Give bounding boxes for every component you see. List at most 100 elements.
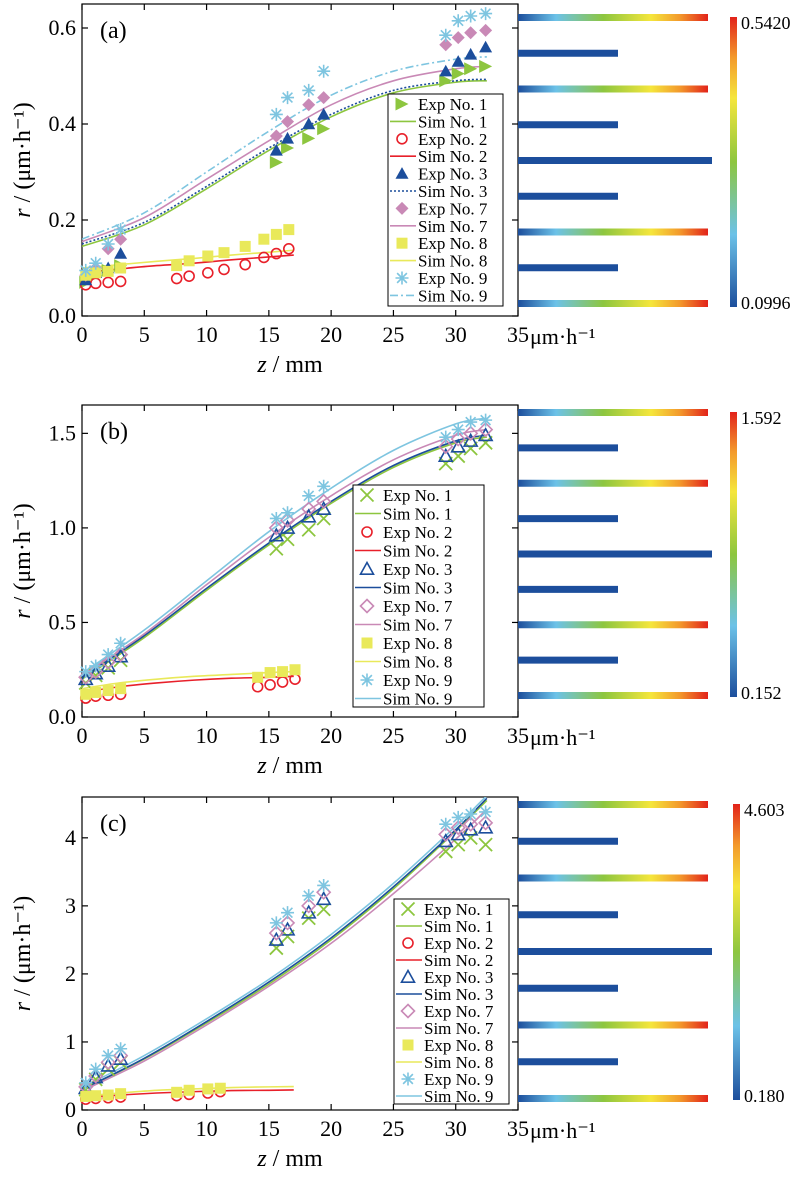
data-point <box>79 1076 93 1090</box>
x-tick-label: 25 <box>382 1116 404 1141</box>
legend-marker <box>359 560 375 576</box>
flow-bar <box>518 49 618 57</box>
data-point <box>451 14 465 28</box>
x-tick-label: 35 <box>507 322 529 347</box>
legend-label: Sim No. 2 <box>424 951 493 970</box>
x-tick-label: 35 <box>507 1116 529 1141</box>
legend-marker <box>400 968 416 984</box>
y-tick-label: 0.0 <box>49 303 77 328</box>
legend-marker <box>402 937 414 949</box>
data-point <box>183 270 195 282</box>
legend-marker <box>400 901 416 917</box>
data-point <box>281 115 295 129</box>
data-point <box>479 40 493 53</box>
data-point <box>463 816 479 832</box>
data-point <box>269 155 283 169</box>
data-point <box>269 916 283 930</box>
sim-line-sim-no-7 <box>82 808 488 1092</box>
legend-box <box>352 484 485 708</box>
data-point <box>439 74 453 88</box>
legend-label: Exp No. 7 <box>424 1002 494 1021</box>
x-tick-label: 15 <box>258 723 280 748</box>
data-point <box>183 1084 195 1096</box>
flow-bar <box>518 157 712 164</box>
flow-bar <box>518 479 708 487</box>
data-point <box>316 493 332 510</box>
legend-label: Sim No. 3 <box>383 579 452 598</box>
flow-bar <box>518 192 618 200</box>
data-point <box>478 435 493 450</box>
data-point <box>464 807 478 821</box>
data-point <box>102 276 114 289</box>
data-point <box>269 107 283 121</box>
data-point <box>90 267 102 279</box>
data-point <box>202 266 214 279</box>
legend-label: Sim No. 2 <box>418 147 487 166</box>
data-point <box>451 67 465 81</box>
legend-label: Exp No. 7 <box>418 199 488 218</box>
y-axis-label: r / (μm·h⁻¹) <box>10 102 36 217</box>
data-point <box>239 240 251 252</box>
x-tick-label: 5 <box>139 723 150 748</box>
y-tick-label: 0 <box>65 1097 76 1122</box>
flow-bar <box>518 656 618 664</box>
data-point <box>264 667 276 679</box>
data-point <box>277 666 289 678</box>
data-point <box>302 889 316 903</box>
data-point <box>438 826 454 843</box>
data-point <box>479 59 493 73</box>
flow-bar <box>518 264 618 272</box>
legend-marker <box>401 1072 415 1086</box>
y-tick-label: 2 <box>65 961 76 986</box>
data-point <box>102 685 114 697</box>
data-point <box>317 107 331 120</box>
data-point <box>451 55 465 67</box>
flow-bar <box>518 911 618 919</box>
legend-marker <box>400 1003 416 1019</box>
x-tick-label: 30 <box>445 1116 467 1141</box>
data-point <box>79 263 93 277</box>
data-point <box>300 508 317 523</box>
y-tick-label: 0.5 <box>49 609 77 634</box>
y-axis-label: r / (μm·h⁻¹) <box>10 896 36 1011</box>
x-tick-label: 30 <box>445 322 467 347</box>
x-tick-label: 15 <box>258 1116 280 1141</box>
data-point <box>281 506 295 520</box>
legend-label: Sim No. 1 <box>424 917 493 936</box>
flow-bar <box>518 1021 708 1029</box>
data-point <box>450 438 467 453</box>
chart-panel-1: 0 5 10 15 20 25 30 35 0.0 0.5 1.0 1.5 z / mm r / (μm·… <box>10 404 529 779</box>
flow-bar <box>518 1058 618 1066</box>
data-point <box>437 833 454 848</box>
legend-marker <box>361 526 373 538</box>
data-point <box>171 260 183 272</box>
flow-bar <box>518 984 618 992</box>
data-point <box>450 819 466 836</box>
data-point <box>114 636 128 650</box>
flow-bar <box>518 621 708 629</box>
data-point <box>464 47 478 60</box>
data-point <box>270 247 283 260</box>
flow-bar <box>518 444 618 452</box>
data-point <box>462 821 479 836</box>
x-axis-label: z / mm <box>256 352 323 378</box>
x-tick-label: 25 <box>382 723 404 748</box>
sim-line-sim-no-1 <box>82 436 488 680</box>
data-point <box>276 676 289 688</box>
data-point <box>450 826 467 841</box>
legend-label: Sim No. 8 <box>383 653 452 672</box>
data-point <box>302 98 316 112</box>
sim-line-sim-no-3 <box>82 797 488 1091</box>
legend-label: Sim No. 9 <box>418 286 487 305</box>
legend-label: Sim No. 1 <box>383 505 452 524</box>
data-point <box>258 251 270 264</box>
flow-bar <box>518 692 708 699</box>
data-point <box>301 501 317 517</box>
data-point <box>270 228 282 240</box>
legend-label: Exp No. 9 <box>383 671 452 690</box>
data-point <box>202 1083 214 1095</box>
legend-label: Exp No. 3 <box>418 165 487 184</box>
x-tick-label: 20 <box>320 322 342 347</box>
data-point <box>101 237 115 251</box>
